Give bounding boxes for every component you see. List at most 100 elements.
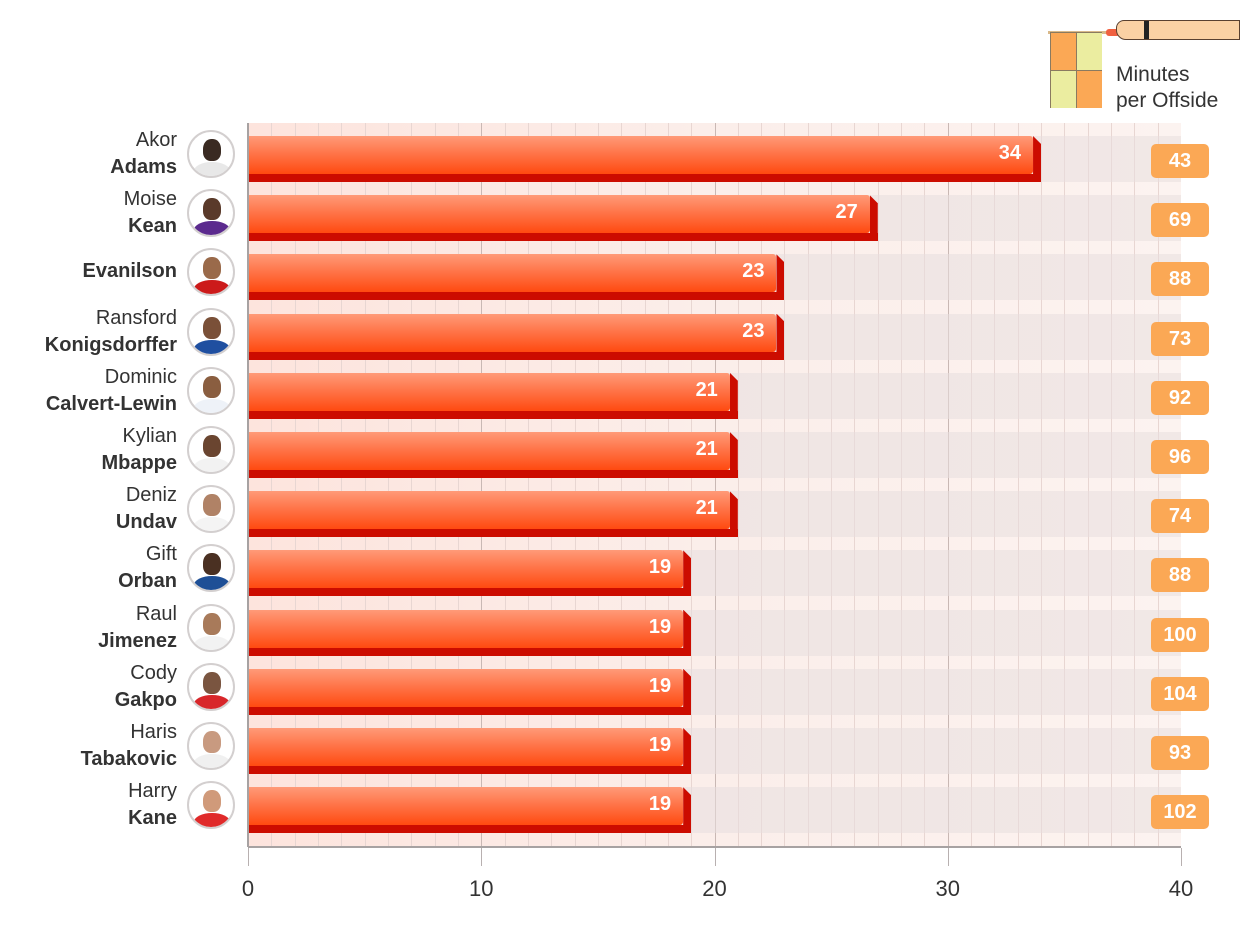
gridline xyxy=(1134,123,1136,847)
avatar-shirt xyxy=(194,398,230,413)
gridline xyxy=(831,123,833,847)
avatar-head xyxy=(203,553,221,576)
offsides-value: 23 xyxy=(742,260,765,283)
player-avatar xyxy=(187,603,235,652)
player-first-name: Kylian xyxy=(122,425,177,447)
gridline xyxy=(807,123,809,847)
gridline xyxy=(877,123,879,847)
player-avatar xyxy=(187,426,235,474)
bar-face xyxy=(248,668,684,707)
player-name: Evanilson xyxy=(83,258,177,285)
bar-row: Moise Kean 27 69 xyxy=(0,182,1240,242)
bar-face xyxy=(248,550,684,589)
bar-side xyxy=(729,372,738,419)
player-first-name: Harry xyxy=(128,780,177,803)
bar-face xyxy=(248,491,730,530)
bar-shadow xyxy=(248,470,738,478)
offsides-bar: 19 xyxy=(248,550,692,597)
bar-face xyxy=(248,787,684,826)
gridline xyxy=(597,123,599,847)
offsides-bar: 19 xyxy=(248,787,692,834)
avatar-head xyxy=(203,375,221,398)
legend-line-1: Minutes xyxy=(1116,63,1190,86)
offsides-value: 34 xyxy=(998,142,1022,164)
gridline xyxy=(551,123,553,847)
bar-side xyxy=(683,550,692,597)
gridline xyxy=(387,123,389,847)
gridline xyxy=(761,123,763,847)
gridline xyxy=(1041,123,1043,847)
x-tick-mark xyxy=(1181,848,1182,866)
legend-minutes-per-offside: Minutes per Offside xyxy=(1048,18,1240,118)
bar-row: Deniz Undav 21 74 xyxy=(0,478,1240,538)
gridline xyxy=(644,123,646,847)
bar-side xyxy=(683,787,692,834)
player-first-name: Moise xyxy=(123,188,177,211)
bar-row: Evanilson 23 88 xyxy=(0,241,1240,301)
player-name: Akor Adams xyxy=(110,127,177,181)
minutes-per-offside-badge: 96 xyxy=(1151,440,1209,474)
bar-side xyxy=(683,728,692,774)
gridline xyxy=(364,123,366,847)
player-first-name: Gift xyxy=(145,543,177,566)
bar-row: Cody Gakpo 19 104 xyxy=(0,656,1240,715)
gridline xyxy=(737,123,739,847)
bar-row: Dominic Calvert-Lewin 21 92 xyxy=(0,360,1240,419)
player-last-name: Kean xyxy=(128,215,177,238)
player-first-name: Akor xyxy=(135,129,177,151)
gridline xyxy=(294,123,296,847)
player-name: Ransford Konigsdorffer xyxy=(45,305,177,359)
bar-row: Raul Jimenez 19 100 xyxy=(0,597,1240,656)
avatar-shirt xyxy=(194,635,230,650)
offsides-bar: 21 xyxy=(248,491,738,538)
gridline xyxy=(434,123,436,847)
player-last-name: Mbappe xyxy=(101,452,177,474)
bar-side xyxy=(729,432,738,478)
avatar-head xyxy=(203,139,221,161)
player-last-name: Gakpo xyxy=(114,688,177,711)
legend-line-2: per Offside xyxy=(1116,89,1219,112)
bar-shadow xyxy=(248,766,692,774)
bar-row: Harry Kane 19 102 xyxy=(0,774,1240,834)
offsides-bar: 21 xyxy=(248,432,738,478)
player-name: Raul Jimenez xyxy=(98,601,177,655)
bar-side xyxy=(869,195,878,242)
avatar-head xyxy=(203,494,221,517)
bar-side xyxy=(729,491,738,538)
bar-shadow xyxy=(248,233,878,242)
player-avatar xyxy=(187,130,235,178)
avatar-head xyxy=(203,671,221,694)
player-avatar xyxy=(187,307,235,356)
player-last-name: Undav xyxy=(115,511,177,534)
bar-row: Ransford Konigsdorffer 23 73 xyxy=(0,301,1240,360)
offsides-value: 19 xyxy=(648,615,672,638)
x-tick-mark xyxy=(248,848,249,866)
gridline xyxy=(1157,123,1159,847)
player-name: Deniz Undav xyxy=(116,482,177,536)
x-tick-mark xyxy=(714,848,716,866)
bar-shadow xyxy=(248,706,692,715)
offsides-value: 23 xyxy=(742,319,765,342)
avatar-shirt xyxy=(194,517,230,532)
offsides-value: 19 xyxy=(648,556,672,579)
player-avatar xyxy=(187,366,235,415)
offsides-bar: 19 xyxy=(248,728,692,774)
x-tick-label: 10 xyxy=(469,876,494,901)
player-last-name: Konigsdorffer xyxy=(44,333,177,356)
minutes-per-offside-badge: 74 xyxy=(1151,499,1209,534)
gridline xyxy=(1064,123,1066,847)
offsides-value: 27 xyxy=(835,201,858,224)
gridline xyxy=(504,123,506,847)
bar-face xyxy=(248,728,684,766)
offsides-bar: 19 xyxy=(248,609,692,656)
bar-face xyxy=(248,313,777,352)
avatar-head xyxy=(203,790,221,813)
avatar-shirt xyxy=(194,280,230,295)
gridline xyxy=(317,123,319,847)
player-last-name: Orban xyxy=(118,570,177,593)
x-tick-label: 20 xyxy=(702,876,727,901)
player-last-name: Jimenez xyxy=(98,629,177,652)
x-tick-label: 40 xyxy=(1168,876,1194,901)
player-last-name: Calvert-Lewin xyxy=(45,392,177,415)
x-tick-label: 0 xyxy=(241,876,255,901)
